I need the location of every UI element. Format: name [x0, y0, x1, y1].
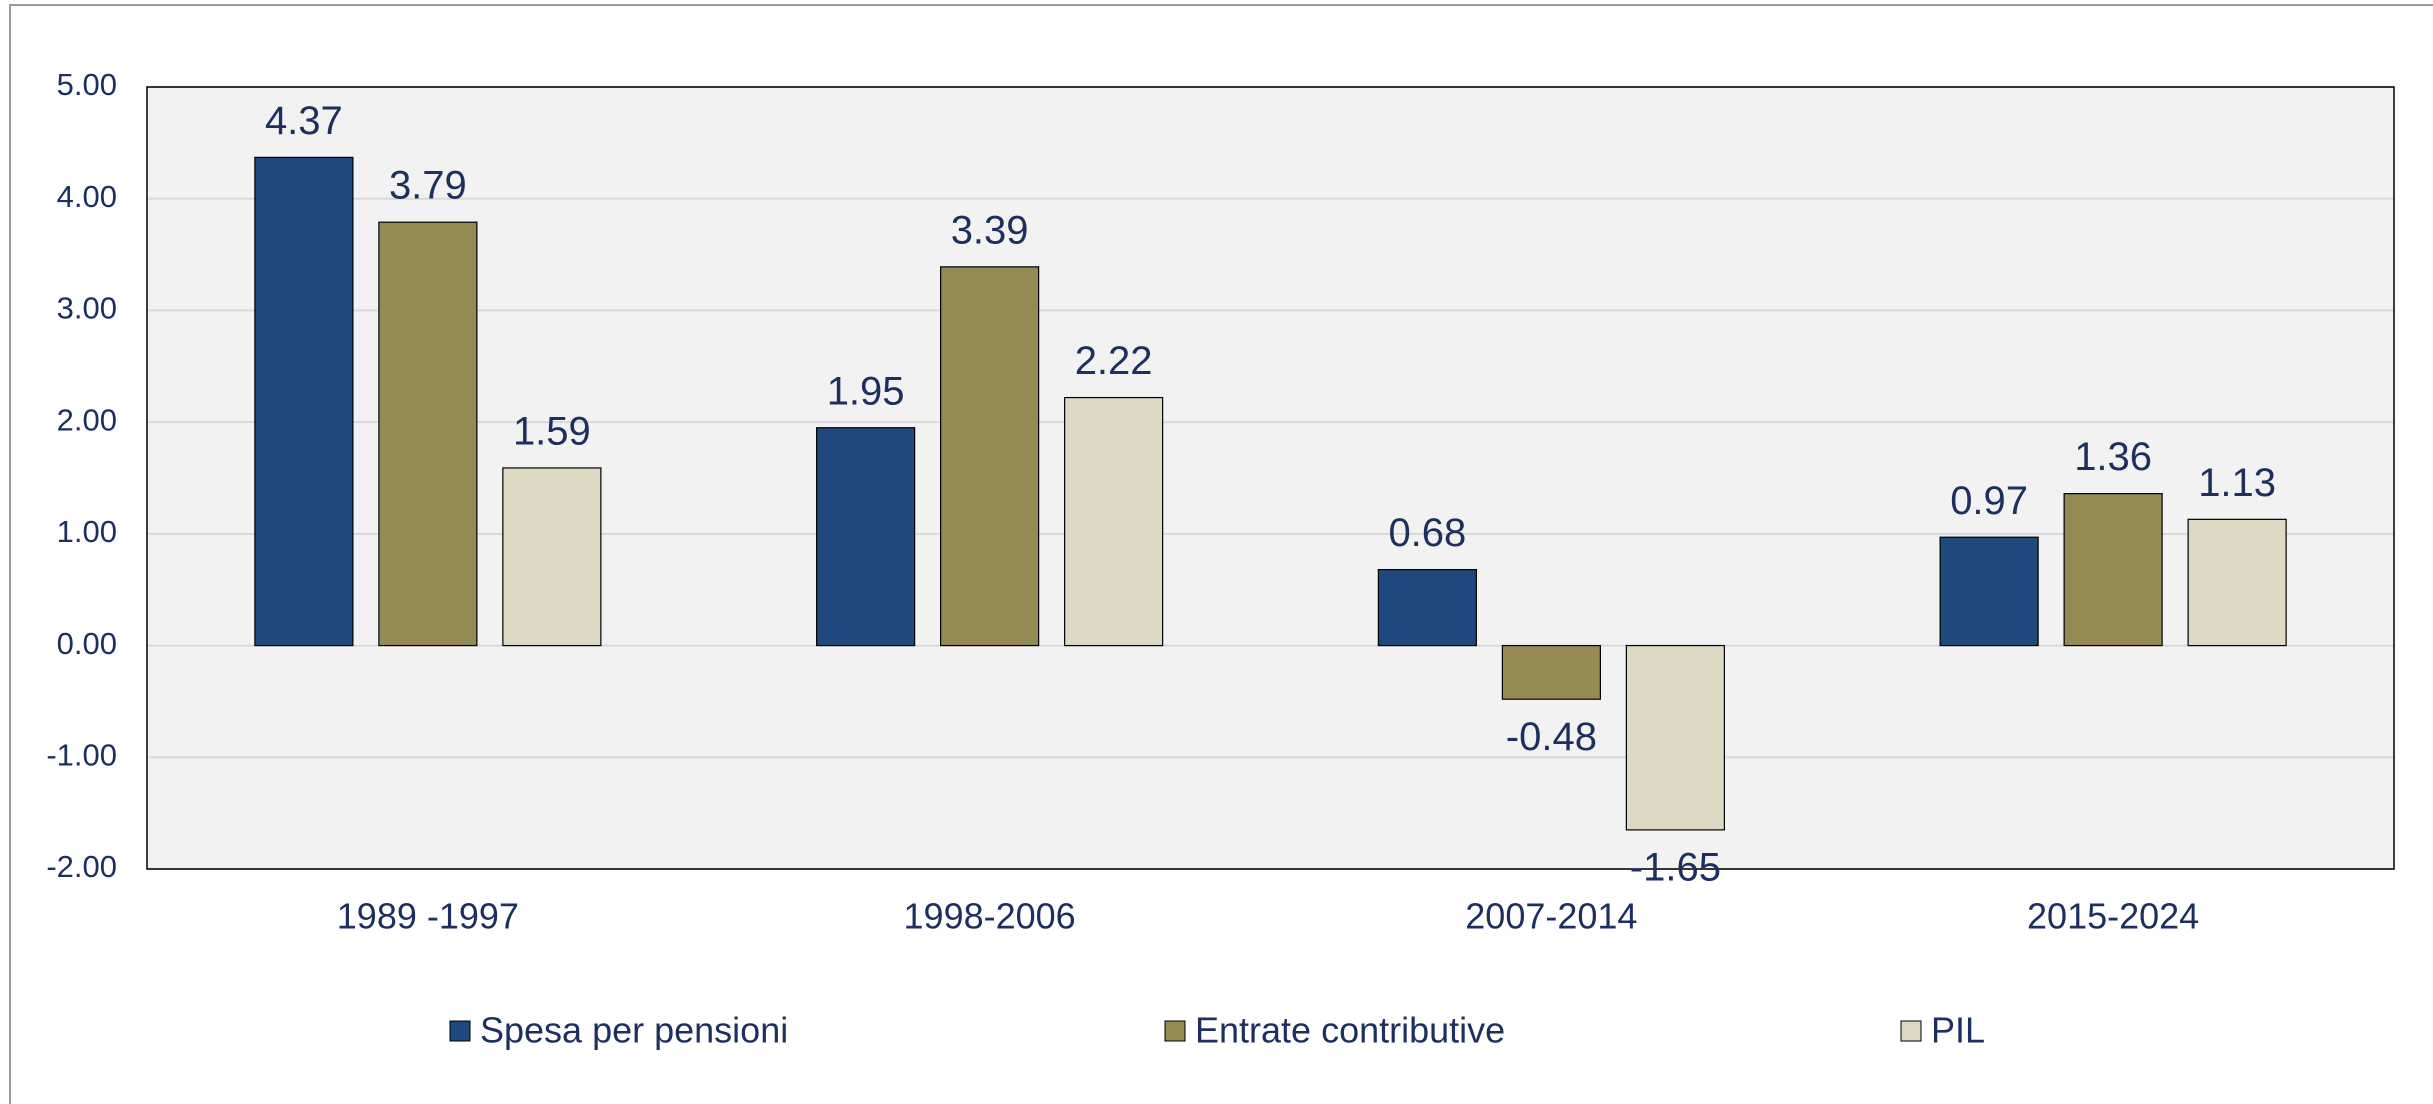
data-label: 1.36	[2074, 435, 2152, 479]
data-label: 0.97	[1950, 479, 2028, 523]
bar	[378, 221, 478, 647]
bar	[2187, 518, 2287, 647]
y-tick-label: 2.00	[57, 402, 117, 437]
x-tick-label: 2015-2024	[2027, 896, 2199, 937]
bar	[1377, 569, 1477, 647]
frame	[9, 4, 2433, 1104]
bar	[1064, 396, 1164, 647]
legend-label: PIL	[1931, 1010, 1985, 1051]
legend-swatch	[1164, 1020, 1186, 1042]
data-label: 3.79	[389, 164, 467, 208]
data-label: 1.59	[513, 410, 591, 454]
legend-label: Entrate contributive	[1195, 1010, 1505, 1051]
y-tick-label: -1.00	[46, 737, 117, 772]
bar	[1939, 536, 2039, 647]
data-label: -1.65	[1630, 845, 1721, 889]
data-label: 2.22	[1075, 339, 1153, 383]
y-tick-label: 1.00	[57, 514, 117, 549]
plot-area	[147, 87, 2394, 869]
x-tick-label: 1998-2006	[904, 896, 1076, 937]
data-label: 0.68	[1388, 511, 1466, 555]
data-label: 1.13	[2198, 461, 2276, 505]
legend-label: Spesa per pensioni	[480, 1010, 788, 1051]
y-tick-label: 4.00	[57, 179, 117, 214]
x-tick-label: 2007-2014	[1465, 896, 1637, 937]
y-tick-label: -2.00	[46, 849, 117, 884]
y-tick-label: 3.00	[57, 291, 117, 326]
bar	[1625, 644, 1725, 831]
bar	[502, 467, 602, 647]
plot-border	[146, 86, 2395, 870]
legend-swatch	[1900, 1020, 1922, 1042]
data-label: 3.39	[951, 208, 1029, 252]
bar	[1501, 644, 1601, 700]
y-tick-label: 5.00	[57, 67, 117, 102]
bar	[2063, 493, 2163, 647]
y-tick-label: 0.00	[57, 626, 117, 661]
x-tick-label: 1989 -1997	[337, 896, 519, 937]
data-label: 1.95	[827, 369, 905, 413]
bar	[940, 266, 1040, 647]
bar	[254, 156, 354, 647]
bar	[816, 427, 916, 647]
data-label: -0.48	[1506, 715, 1597, 759]
legend-swatch	[449, 1020, 471, 1042]
data-label: 4.37	[265, 99, 343, 143]
